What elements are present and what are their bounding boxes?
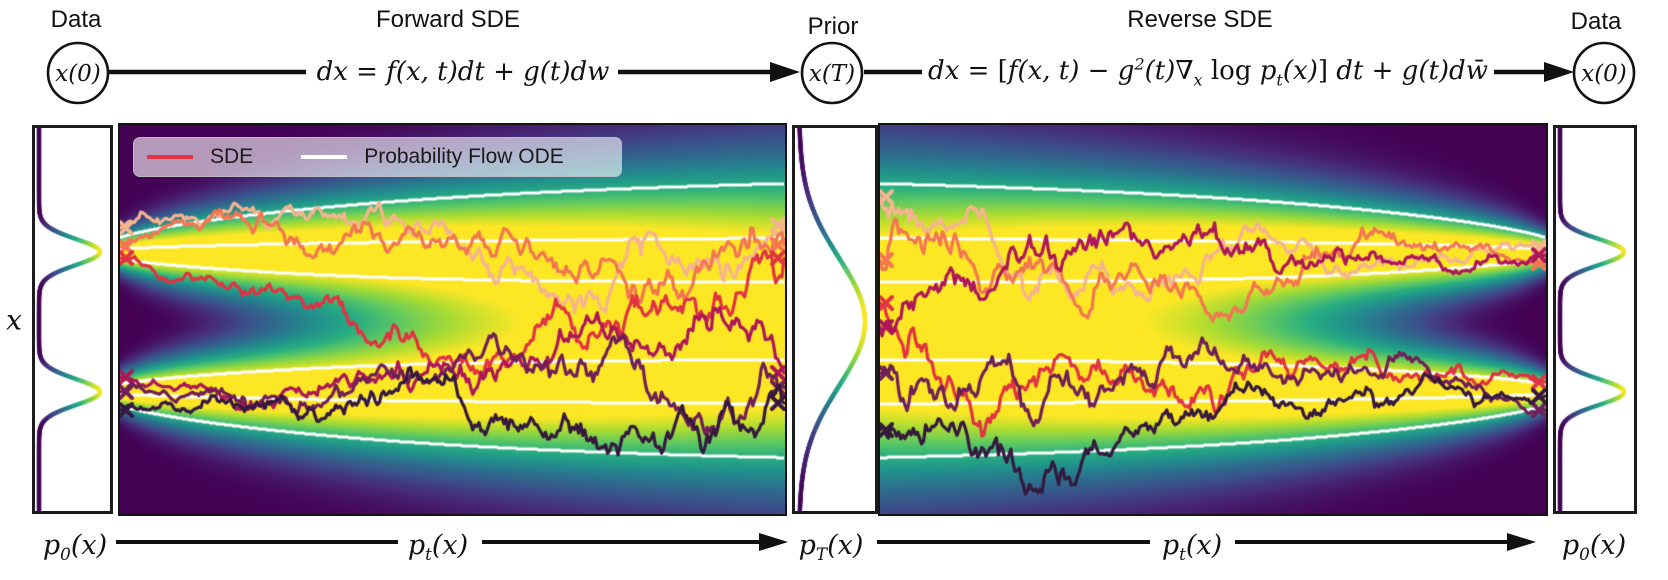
label-p0-left: p0(x) <box>42 529 108 565</box>
prior-title: Prior <box>807 13 859 40</box>
reverse-density-heatmap <box>880 125 1546 514</box>
legend-label-sde: SDE <box>210 145 254 168</box>
label-pt-right: pt(x) <box>1161 529 1223 565</box>
reverse-sde-equation: dx = [f(x, t) − g2(t)∇x log pt(x)] dt + … <box>928 54 1488 90</box>
label-pT: pT(x) <box>798 529 864 565</box>
forward-density-heatmap <box>120 125 785 514</box>
legend: SDE Probability Flow ODE <box>133 137 622 177</box>
forward-density-panel <box>118 123 787 516</box>
ode-line-icon <box>301 155 348 159</box>
sde-line-icon <box>147 155 193 159</box>
node-x0-right: x(0) <box>1581 61 1627 87</box>
legend-item-sde: SDE <box>147 145 253 169</box>
arrowhead-icon <box>1507 533 1536 551</box>
node-x0-left: x(0) <box>55 61 101 87</box>
legend-label-ode: Probability Flow ODE <box>364 145 564 168</box>
reverse-density-panel <box>878 123 1548 516</box>
y-axis-label: x <box>6 303 22 337</box>
data-right-title: Data <box>1570 8 1622 35</box>
data-marginal-right-panel <box>1553 125 1637 514</box>
node-xT: x(T) <box>808 61 856 87</box>
data-left-title: Data <box>50 6 102 33</box>
label-p0-right: p0(x) <box>1561 529 1627 565</box>
data-marginal-left-panel <box>32 125 113 514</box>
prior-marginal-curve <box>795 128 875 511</box>
forward-sde-title: Forward SDE <box>375 6 521 33</box>
prior-marginal-panel <box>792 125 878 514</box>
arrowhead-icon <box>770 62 800 82</box>
data-marginal-left-curve <box>35 128 110 511</box>
arrowhead-icon <box>759 533 788 551</box>
label-pt-left: pt(x) <box>407 529 469 565</box>
data-marginal-right-curve <box>1556 128 1634 511</box>
arrowhead-icon <box>1544 62 1574 82</box>
forward-sde-equation: dx = f(x, t)dt + g(t)dw <box>316 57 610 87</box>
reverse-sde-title: Reverse SDE <box>1127 6 1273 33</box>
legend-item-ode: Probability Flow ODE <box>301 145 564 169</box>
